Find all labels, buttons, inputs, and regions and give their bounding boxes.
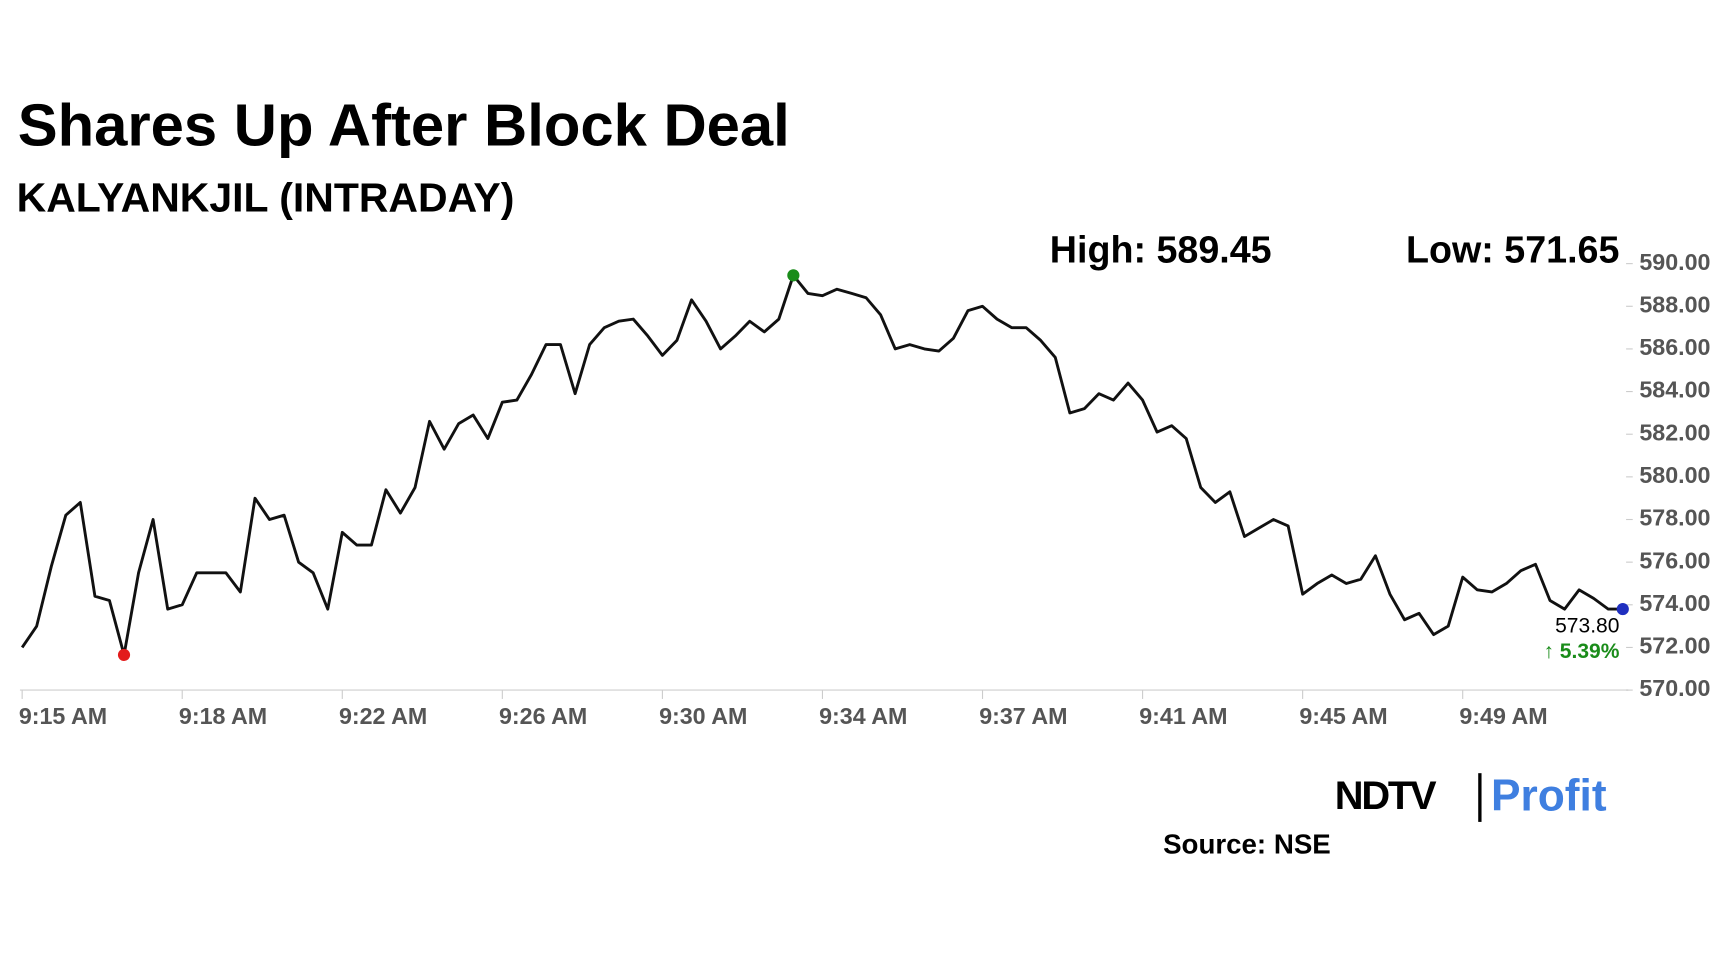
x-tick-label: 9:45 AM [1299,703,1387,729]
x-tick-label: 9:41 AM [1139,703,1227,729]
x-tick-label: 9:18 AM [179,703,267,729]
high-marker [787,269,800,282]
x-tick-label: 9:49 AM [1459,703,1547,729]
y-tick-label: 586.00 [1639,334,1710,360]
y-tick-label: 572.00 [1639,633,1710,659]
x-tick-label: 9:15 AM [19,703,107,729]
x-tick-label: 9:26 AM [499,703,587,729]
price-line [20,273,1623,657]
change-label: ↑ 5.39% [1543,640,1619,663]
x-tick-label: 9:22 AM [339,703,427,729]
high-label: High: 589.45 [1050,229,1272,271]
y-tick-label: 578.00 [1639,505,1710,531]
last-marker [1616,602,1629,616]
last-price-label: 573.80 [1555,615,1619,638]
chart-title: Shares Up After Block Deal [18,91,790,158]
logo-ndtv: NDTV [1335,774,1437,818]
x-tick-label: 9:34 AM [819,703,907,729]
x-tick-label: 9:30 AM [659,703,747,729]
y-tick-label: 590.00 [1639,249,1710,275]
y-tick-label: 574.00 [1639,590,1710,616]
source: Source: NSE [1163,829,1331,860]
logo-profit: Profit [1491,771,1607,820]
y-tick-label: 582.00 [1639,419,1710,445]
y-tick-label: 584.00 [1639,377,1710,403]
low-label: Low: 571.65 [1406,229,1619,271]
y-tick-label: 588.00 [1639,291,1710,317]
chart-subtitle: KALYANKJIL (INTRADAY) [17,174,515,220]
x-tick-label: 9:37 AM [979,703,1067,729]
low-marker [117,648,131,662]
y-tick-label: 570.00 [1639,675,1710,701]
y-tick-label: 576.00 [1639,547,1710,573]
y-tick-label: 580.00 [1639,462,1710,488]
